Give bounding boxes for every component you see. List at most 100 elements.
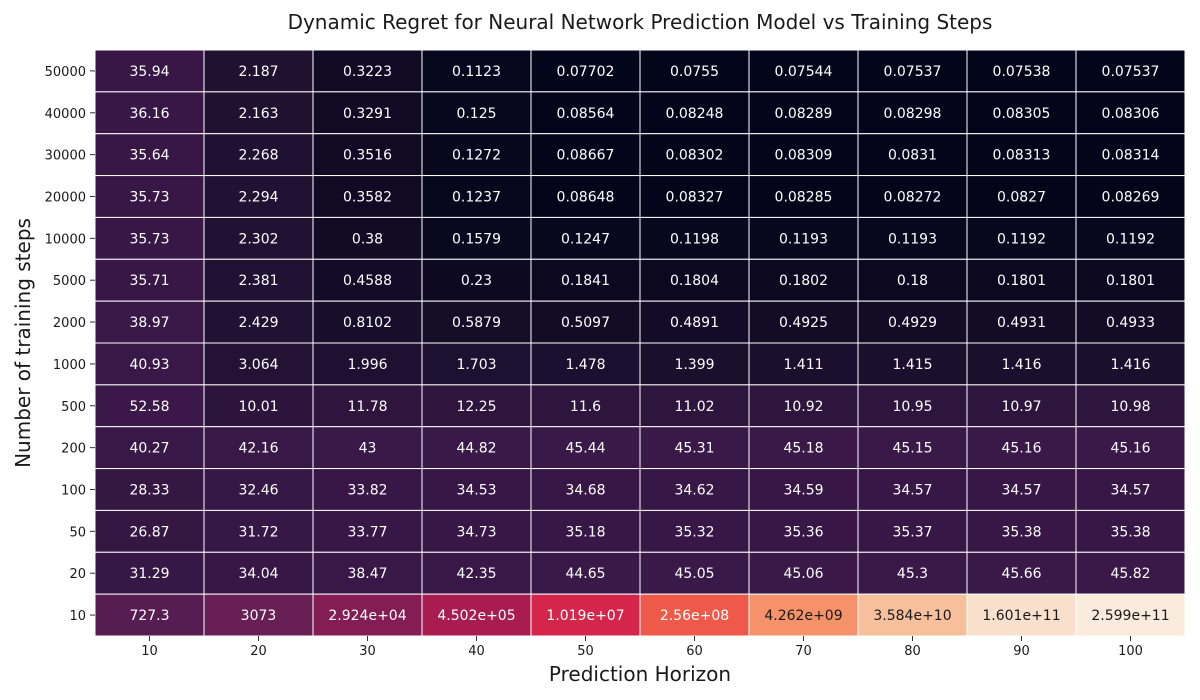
cell-label-r2-c1: 2.268 bbox=[238, 148, 278, 164]
heatmap-cell-r11-c1 bbox=[203, 509, 314, 553]
cell-label-r0-c4: 0.07702 bbox=[557, 64, 615, 80]
heatmap-cell-r1-c2 bbox=[312, 91, 423, 135]
cell-label-r0-c1: 2.187 bbox=[238, 64, 278, 80]
heatmap-cell-r3-c4 bbox=[530, 175, 641, 218]
cell-label-r4-c8: 0.1192 bbox=[997, 231, 1046, 247]
heatmap-cell-r7-c2 bbox=[312, 342, 423, 386]
cell-label-r13-c5: 2.56e+08 bbox=[660, 608, 729, 624]
x-tick-label-10: 10 bbox=[141, 644, 158, 659]
cell-label-r12-c0: 31.29 bbox=[129, 566, 169, 582]
cell-label-r6-c0: 38.97 bbox=[129, 315, 169, 331]
heatmap-cell-r6-c2 bbox=[312, 300, 423, 344]
x-tick-label-20: 20 bbox=[250, 644, 267, 659]
cell-label-r12-c4: 44.65 bbox=[565, 566, 605, 582]
heatmap-cell-r0-c7 bbox=[857, 49, 968, 93]
cell-label-r13-c0: 727.3 bbox=[129, 608, 169, 624]
heatmap-cell-r9-c8 bbox=[966, 426, 1077, 470]
y-tick-label-30000: 30000 bbox=[45, 149, 86, 164]
heatmap-cell-r9-c1 bbox=[203, 426, 314, 470]
cell-label-r7-c3: 1.703 bbox=[456, 357, 496, 373]
heatmap-cell-r1-c1 bbox=[203, 91, 314, 135]
cell-label-r12-c7: 45.3 bbox=[897, 566, 928, 582]
y-tick-label-2000: 2000 bbox=[53, 316, 86, 331]
heatmap-cell-r3-c9 bbox=[1075, 175, 1186, 218]
cell-label-r13-c8: 1.601e+11 bbox=[982, 608, 1060, 624]
y-tick-label-10000: 10000 bbox=[45, 232, 86, 247]
heatmap-cell-r12-c4 bbox=[530, 551, 641, 595]
y-tick-label-20000: 20000 bbox=[45, 191, 86, 206]
cell-label-r5-c4: 0.1841 bbox=[561, 273, 610, 289]
cell-label-r10-c6: 34.59 bbox=[783, 483, 823, 499]
heatmap-cell-r5-c1 bbox=[203, 258, 314, 302]
cell-label-r2-c9: 0.08314 bbox=[1102, 148, 1160, 164]
y-tick-label-100: 100 bbox=[61, 484, 86, 499]
cell-label-r4-c5: 0.1198 bbox=[670, 231, 719, 247]
y-tick-label-200: 200 bbox=[61, 442, 86, 457]
cell-label-r13-c2: 2.924e+04 bbox=[328, 608, 406, 624]
heatmap-cell-r13-c1 bbox=[203, 593, 314, 637]
x-tick-label-50: 50 bbox=[577, 644, 594, 659]
cell-label-r12-c8: 45.66 bbox=[1001, 566, 1041, 582]
cell-label-r11-c5: 35.32 bbox=[674, 524, 714, 540]
cell-label-r3-c6: 0.08285 bbox=[775, 190, 833, 206]
heatmap-cell-r10-c2 bbox=[312, 468, 423, 511]
heatmap-cell-r5-c7 bbox=[857, 258, 968, 302]
heatmap-cell-r11-c3 bbox=[421, 509, 532, 553]
heatmap-cell-r7-c8 bbox=[966, 342, 1077, 386]
cell-label-r6-c1: 2.429 bbox=[238, 315, 278, 331]
heatmap-cell-r12-c6 bbox=[748, 551, 859, 595]
cell-label-r2-c7: 0.0831 bbox=[888, 148, 937, 164]
cell-label-r5-c8: 0.1801 bbox=[997, 273, 1046, 289]
cell-label-r3-c9: 0.08269 bbox=[1102, 190, 1160, 206]
heatmap-cell-r12-c5 bbox=[639, 551, 750, 595]
cell-label-r8-c4: 11.6 bbox=[570, 399, 601, 415]
heatmap-cell-r0-c1 bbox=[203, 49, 314, 93]
heatmap-cell-r11-c2 bbox=[312, 509, 423, 553]
cell-label-r2-c5: 0.08302 bbox=[666, 148, 724, 164]
heatmap-cell-r0-c9 bbox=[1075, 49, 1186, 93]
cell-label-r13-c9: 2.599e+11 bbox=[1091, 608, 1169, 624]
cell-label-r3-c8: 0.0827 bbox=[997, 190, 1046, 206]
cell-label-r6-c8: 0.4931 bbox=[997, 315, 1046, 331]
cell-label-r4-c4: 0.1247 bbox=[561, 231, 610, 247]
cell-label-r13-c3: 4.502e+05 bbox=[437, 608, 515, 624]
cell-label-r3-c7: 0.08272 bbox=[884, 190, 942, 206]
heatmap-cell-r6-c7 bbox=[857, 300, 968, 344]
heatmap-cell-labels: 35.94 2.187 0.3223 0.1123 0.07702 0.0755 0.075… bbox=[129, 64, 1169, 624]
cell-label-r12-c5: 45.05 bbox=[674, 566, 714, 582]
cell-label-r1-c5: 0.08248 bbox=[666, 106, 724, 122]
y-tick-label-1000: 1000 bbox=[53, 358, 86, 373]
cell-label-r8-c7: 10.95 bbox=[892, 399, 932, 415]
cell-label-r10-c1: 32.46 bbox=[238, 483, 278, 499]
heatmap-cell-r12-c2 bbox=[312, 551, 423, 595]
cell-label-r0-c9: 0.07537 bbox=[1102, 64, 1160, 80]
cell-label-r9-c2: 43 bbox=[359, 441, 377, 457]
heatmap-cell-r2-c0 bbox=[94, 133, 205, 177]
cell-label-r9-c5: 45.31 bbox=[674, 441, 714, 457]
heatmap-cell-r1-c3 bbox=[421, 91, 532, 135]
cell-label-r11-c4: 35.18 bbox=[565, 524, 605, 540]
cell-label-r10-c4: 34.68 bbox=[565, 483, 605, 499]
heatmap-cell-r12-c0 bbox=[94, 551, 205, 595]
cell-label-r1-c4: 0.08564 bbox=[557, 106, 615, 122]
cell-label-r5-c2: 0.4588 bbox=[343, 273, 392, 289]
cell-label-r3-c4: 0.08648 bbox=[557, 190, 615, 206]
heatmap-cell-r1-c8 bbox=[966, 91, 1077, 135]
heatmap-cell-r6-c9 bbox=[1075, 300, 1186, 344]
cell-label-r12-c6: 45.06 bbox=[783, 566, 823, 582]
heatmap-cell-r2-c2 bbox=[312, 133, 423, 177]
heatmap-cell-r8-c8 bbox=[966, 384, 1077, 428]
heatmap-cell-r10-c8 bbox=[966, 468, 1077, 511]
heatmap-cell-r4-c0 bbox=[94, 216, 205, 260]
heatmap-cell-r4-c8 bbox=[966, 216, 1077, 260]
cell-label-r5-c9: 0.1801 bbox=[1106, 273, 1155, 289]
y-tick-label-500: 500 bbox=[61, 400, 86, 415]
cell-label-r0-c0: 35.94 bbox=[129, 64, 169, 80]
cell-label-r11-c8: 35.38 bbox=[1001, 524, 1041, 540]
cell-label-r0-c3: 0.1123 bbox=[452, 64, 501, 80]
x-tick-label-100: 100 bbox=[1118, 644, 1143, 659]
cell-label-r1-c0: 36.16 bbox=[129, 106, 169, 122]
cell-label-r7-c5: 1.399 bbox=[674, 357, 714, 373]
cell-label-r2-c4: 0.08667 bbox=[557, 148, 615, 164]
